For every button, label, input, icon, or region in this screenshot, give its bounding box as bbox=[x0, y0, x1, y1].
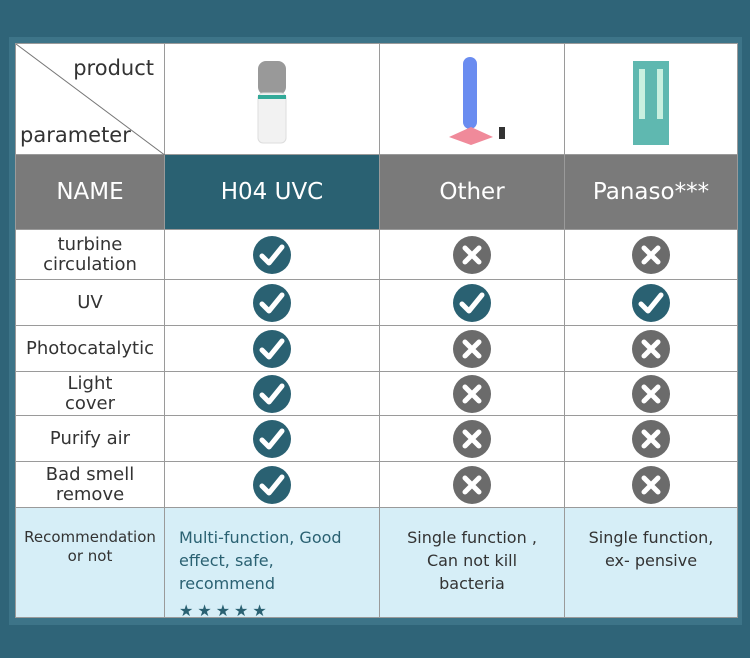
mark-cell bbox=[380, 230, 565, 280]
recommendation-cell: Single function , Can not kill bacteria bbox=[380, 508, 565, 618]
check-icon bbox=[253, 419, 291, 458]
cross-icon bbox=[453, 374, 491, 413]
recommendation-text: Single function , Can not kill bacteria bbox=[407, 528, 537, 593]
star: ★ bbox=[234, 601, 253, 620]
mark-cell bbox=[165, 372, 380, 416]
mark-cell bbox=[165, 280, 380, 326]
recommendation-cell: Multi-function, Good effect, safe, recom… bbox=[165, 508, 380, 620]
mark-cell bbox=[565, 230, 738, 280]
row-label: Light cover bbox=[64, 372, 116, 414]
row-label-cell: UV bbox=[15, 280, 165, 326]
mark-cell bbox=[565, 280, 738, 326]
mark-cell bbox=[565, 326, 738, 372]
header-cell: Panaso*** bbox=[565, 155, 738, 230]
cross-icon bbox=[453, 235, 491, 274]
cross-icon bbox=[453, 465, 491, 504]
header-cell: NAME bbox=[15, 155, 165, 230]
product-image-cell bbox=[380, 43, 565, 155]
column-name: Panaso*** bbox=[592, 178, 710, 205]
row-label-cell: Purify air bbox=[15, 416, 165, 462]
cross-icon bbox=[453, 419, 491, 458]
diagonal bbox=[16, 44, 166, 156]
corner-cell: product parameter bbox=[15, 43, 166, 156]
row-label-cell: Bad smell remove bbox=[15, 462, 165, 508]
check-icon bbox=[253, 465, 291, 504]
row-label: turbine circulation bbox=[43, 233, 137, 275]
cross-icon bbox=[453, 329, 491, 368]
cross-icon bbox=[632, 374, 670, 413]
product-image bbox=[257, 61, 287, 144]
product-label: product bbox=[73, 56, 154, 80]
column-name: NAME bbox=[56, 178, 124, 205]
header-cell: H04 UVC bbox=[165, 155, 380, 230]
star: ★ bbox=[179, 601, 198, 620]
check-icon bbox=[253, 283, 291, 322]
mark-cell bbox=[380, 326, 565, 372]
check-icon bbox=[632, 283, 670, 322]
cross-icon bbox=[632, 419, 670, 458]
mark-cell bbox=[380, 416, 565, 462]
check-icon bbox=[253, 235, 291, 274]
column-name: H04 UVC bbox=[220, 178, 324, 205]
product-image bbox=[633, 61, 669, 145]
check-icon bbox=[453, 283, 491, 322]
header-cell: Other bbox=[380, 155, 565, 230]
row-label-cell: Photocatalytic bbox=[15, 326, 165, 372]
comparison-table: product parameter NAME H04 UVC Other Panaso… bbox=[15, 43, 738, 620]
row-label: Photocatalytic bbox=[26, 337, 154, 359]
mark-cell bbox=[380, 462, 565, 508]
mark-cell bbox=[565, 462, 738, 508]
mark-cell bbox=[565, 372, 738, 416]
mark-cell bbox=[165, 230, 380, 280]
star: ★ bbox=[252, 601, 271, 620]
column-name: Other bbox=[439, 178, 505, 205]
mark-cell bbox=[380, 372, 565, 416]
star: ★ bbox=[197, 601, 216, 620]
check-icon bbox=[253, 374, 291, 413]
mark-cell bbox=[565, 416, 738, 462]
mark-cell bbox=[165, 416, 380, 462]
check-icon bbox=[253, 329, 291, 368]
parameter-label: parameter bbox=[20, 123, 131, 147]
row-label-cell: Light cover bbox=[15, 372, 165, 416]
product-image-cell bbox=[165, 43, 380, 155]
mark-cell bbox=[165, 462, 380, 508]
recommendation-label-cell: Recommendation or not bbox=[15, 508, 165, 618]
cross-icon bbox=[632, 329, 670, 368]
mark-cell bbox=[165, 326, 380, 372]
rating: ★★★★★ bbox=[179, 599, 271, 622]
mark-cell bbox=[380, 280, 565, 326]
row-label: Purify air bbox=[49, 427, 131, 449]
cross-icon bbox=[632, 235, 670, 274]
recommendation-text: Single function, ex- pensive bbox=[588, 528, 714, 570]
product-image-cell bbox=[565, 43, 738, 155]
cross-icon bbox=[632, 465, 670, 504]
star: ★ bbox=[215, 601, 235, 620]
recommendation-text: Multi-function, Good effect, safe, recom… bbox=[179, 528, 342, 593]
row-label: Bad smell remove bbox=[45, 463, 135, 505]
recommendation-label: Recommendation or not bbox=[24, 528, 156, 565]
row-label-cell: turbine circulation bbox=[15, 230, 165, 280]
product-image bbox=[449, 57, 505, 145]
row-label: UV bbox=[77, 291, 103, 313]
recommendation-cell: Single function, ex- pensive bbox=[565, 508, 738, 618]
